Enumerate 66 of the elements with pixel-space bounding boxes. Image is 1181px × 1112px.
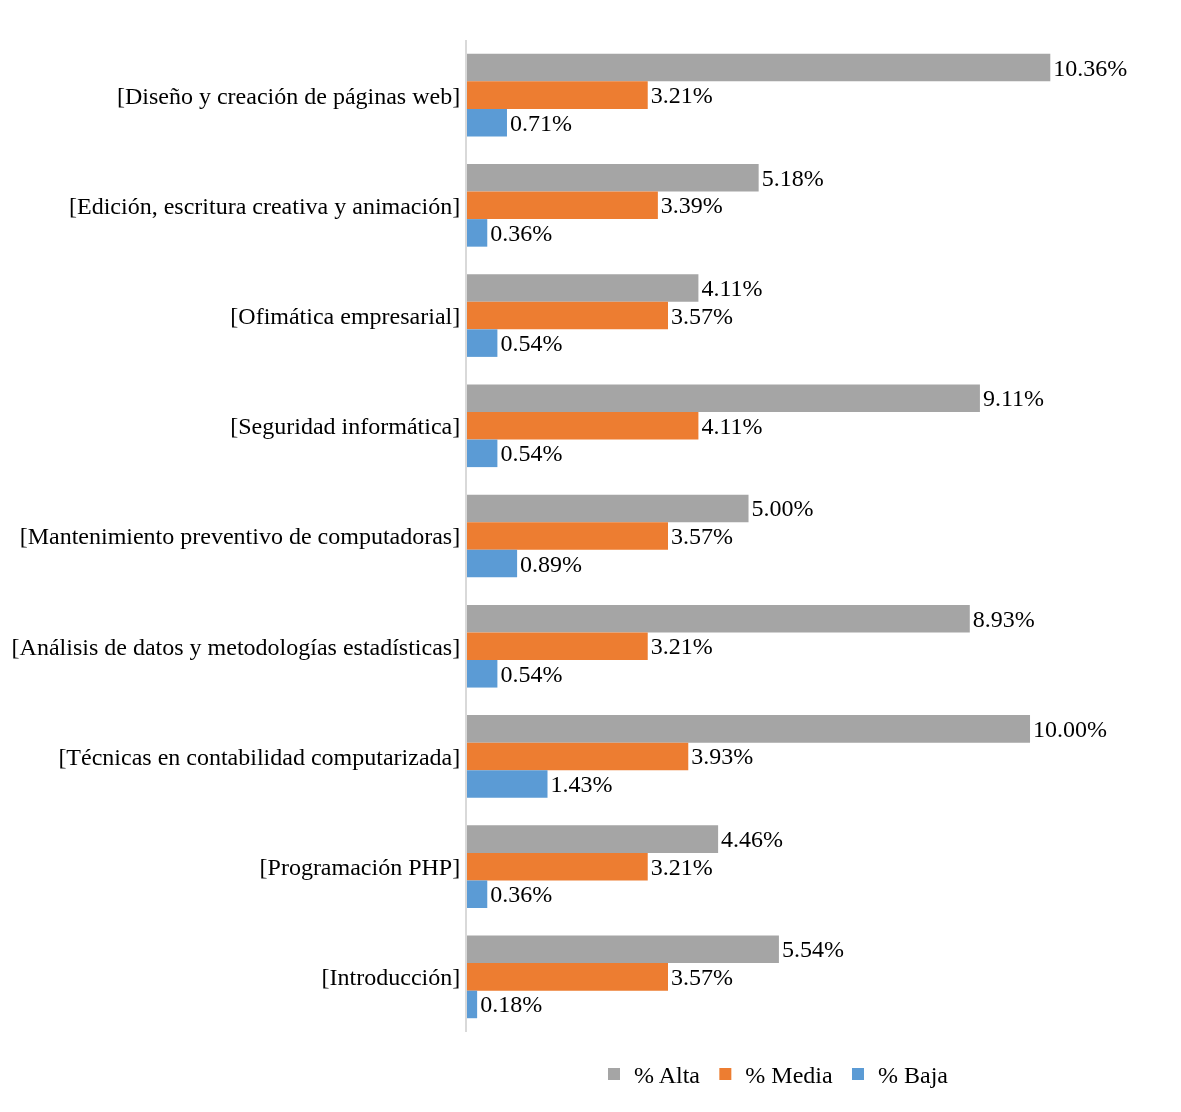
- data-label: 0.54%: [500, 660, 563, 687]
- bar: [467, 935, 779, 964]
- data-label: 10.00%: [1033, 715, 1108, 742]
- bar: [467, 412, 699, 440]
- data-label: 0.36%: [490, 881, 553, 908]
- bar: [467, 494, 749, 523]
- data-label: 4.11%: [701, 275, 763, 301]
- data-label: 5.00%: [751, 495, 814, 522]
- data-label: 4.11%: [701, 412, 763, 439]
- bar: [467, 219, 488, 247]
- data-label: 5.54%: [781, 936, 844, 963]
- legend-label: % Baja: [877, 1062, 949, 1089]
- bar: [467, 274, 699, 302]
- y-tick-label: [Seguridad informática]: [230, 413, 461, 440]
- y-tick-label: [Técnicas en contabilidad computarizada]: [58, 743, 461, 770]
- bar: [467, 604, 970, 633]
- data-label: 0.18%: [480, 991, 543, 1018]
- bar: [467, 880, 488, 908]
- bar: [467, 329, 498, 357]
- data-label: 0.89%: [520, 550, 583, 577]
- data-label: 3.57%: [671, 302, 733, 329]
- bar: [467, 715, 1031, 743]
- bar: [467, 770, 548, 798]
- data-label: 1.43%: [550, 771, 613, 797]
- data-label: 3.93%: [691, 743, 754, 770]
- bar: [467, 990, 478, 1019]
- bar: [467, 108, 507, 137]
- bar: [467, 439, 498, 468]
- bar: [467, 825, 719, 853]
- bar: [467, 522, 668, 550]
- bar: [467, 852, 648, 881]
- data-label: 0.54%: [500, 440, 563, 467]
- data-label: 8.93%: [972, 605, 1035, 632]
- data-label: 3.21%: [650, 82, 713, 109]
- legend-label: % Alta: [634, 1062, 701, 1089]
- data-label: 3.57%: [671, 523, 733, 549]
- y-tick-label: [Mantenimiento preventivo de computadoras]: [19, 523, 461, 550]
- y-tick-label: [Análisis de datos y metodologías estadísticas]: [11, 633, 461, 660]
- data-label: 9.11%: [982, 385, 1045, 412]
- data-label: 4.46%: [721, 826, 784, 853]
- data-label: 0.36%: [490, 219, 553, 246]
- bar: [467, 53, 1051, 82]
- bar: [467, 549, 518, 578]
- y-tick-label: [Programación PHP]: [259, 854, 461, 881]
- data-label: 3.21%: [650, 633, 713, 660]
- bar: [467, 742, 689, 771]
- bar: [467, 632, 648, 660]
- data-label: 5.18%: [761, 164, 824, 191]
- bar: [467, 191, 658, 220]
- data-label: 3.21%: [650, 853, 713, 880]
- y-tick-label: [Edición, escritura creativa y animación]: [69, 192, 461, 219]
- bar: [467, 81, 648, 109]
- bar: [467, 384, 980, 412]
- data-label: 10.36%: [1053, 54, 1128, 81]
- bar: [467, 963, 668, 991]
- bar: [467, 301, 668, 330]
- data-label: 0.54%: [500, 330, 563, 357]
- y-tick-label: [Introducción]: [321, 964, 461, 991]
- bar: [467, 660, 498, 688]
- data-label: 0.71%: [509, 109, 572, 136]
- legend-label: % Media: [745, 1062, 833, 1089]
- y-tick-label: [Ofimática empresarial]: [230, 302, 461, 329]
- y-tick-label: [Diseño y creación de páginas web]: [117, 82, 461, 109]
- data-label: 3.39%: [660, 192, 723, 219]
- data-label: 3.57%: [671, 963, 733, 990]
- bar: [467, 164, 759, 192]
